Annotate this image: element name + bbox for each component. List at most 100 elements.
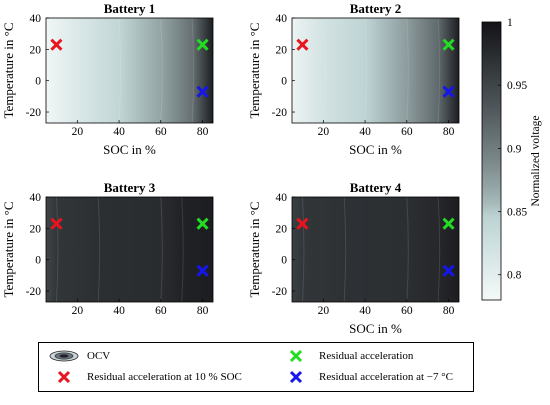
x-axis-label: SOC in % <box>103 142 156 157</box>
x-tick-label: 80 <box>197 305 209 317</box>
contour-line <box>322 17 326 124</box>
contour-line <box>97 196 101 303</box>
y-tick-label: -20 <box>272 286 288 298</box>
heatmap-fill <box>292 18 459 123</box>
legend-label-residual: Residual acceleration <box>319 350 414 362</box>
blue-cross-icon <box>281 370 311 384</box>
contour-line <box>181 196 184 303</box>
marker-temp <box>196 85 209 98</box>
legend-label-temp: Residual acceleration at −7 °C <box>319 371 453 383</box>
legend-item-temp: Residual acceleration at −7 °C <box>281 370 453 384</box>
y-tick-label: 20 <box>276 223 288 235</box>
x-tick-label: 40 <box>359 305 371 317</box>
contour-line <box>343 196 347 303</box>
y-tick-label: -20 <box>26 286 42 298</box>
green-cross-icon <box>281 349 311 363</box>
panel-title: Battery 2 <box>350 1 402 16</box>
x-tick-label: 20 <box>72 305 84 317</box>
marker-soc10 <box>50 38 63 51</box>
x-tick-label: 60 <box>401 305 413 317</box>
contour-line <box>160 17 163 124</box>
x-tick-label: 40 <box>113 305 125 317</box>
y-tick-label: 0 <box>281 76 287 88</box>
legend-item-ocv: OCV <box>49 349 110 363</box>
x-tick-label: 80 <box>197 126 209 138</box>
x-tick-label: 40 <box>359 126 371 138</box>
contour-line <box>76 17 80 124</box>
contour-line <box>437 196 441 303</box>
y-tick-label: -20 <box>26 107 42 119</box>
axes-frame <box>291 17 460 124</box>
y-tick-label: 20 <box>30 44 42 56</box>
y-axis-label: Temperature in °C <box>247 202 262 298</box>
heatmap-panel-3: 20 40 60 80 40 20 0 -20 Battery 3 Temperature in … <box>1 180 214 317</box>
legend-item-soc10: Residual acceleration at 10 % SOC <box>49 370 242 384</box>
y-tick-label: 0 <box>281 255 287 267</box>
red-cross-icon <box>49 370 79 384</box>
y-tick-label: 0 <box>35 255 41 267</box>
legend: OCV Residual acceleration at 10 % SOC Re… <box>38 342 474 392</box>
x-axis-label: SOC in % <box>349 142 402 157</box>
x-tick-label: 40 <box>113 126 125 138</box>
colorbar-tick-label: 0.95 <box>507 80 527 92</box>
panel-title: Battery 3 <box>104 180 156 195</box>
axes-frame <box>291 196 460 303</box>
x-tick-label: 80 <box>443 305 455 317</box>
heatmap-panel-1: 20 40 60 80 40 20 0 -20 Battery 1 SOC in % Tempera… <box>1 1 214 157</box>
marker-residual <box>196 217 209 230</box>
contour-line <box>55 196 59 303</box>
heatmap-panel-2: 20 40 60 80 40 20 0 -20 Battery 2 SOC in % Tempera… <box>247 1 460 157</box>
heatmap-fill <box>292 197 459 302</box>
y-tick-label: 40 <box>276 13 288 25</box>
contour-line <box>406 17 409 124</box>
x-tick-label: 60 <box>155 126 167 138</box>
y-tick-label: 40 <box>30 192 42 204</box>
colorbar-gradient <box>481 21 502 301</box>
contour-line <box>160 196 163 303</box>
colorbar-tick-label: 0.8 <box>507 270 522 282</box>
y-axis-label: Temperature in °C <box>1 202 16 298</box>
heatmap-fill <box>46 18 213 123</box>
x-tick-label: 80 <box>443 126 455 138</box>
legend-item-residual: Residual acceleration <box>281 349 413 363</box>
contour-line <box>118 17 122 124</box>
colorbar-tick-label: 0.85 <box>507 207 527 219</box>
colorbar: 0.8 0.85 0.9 0.95 1 Normalized voltage <box>481 17 542 301</box>
x-tick-label: 20 <box>72 126 84 138</box>
panel-title: Battery 1 <box>104 1 156 16</box>
x-axis-label: SOC in % <box>349 321 402 336</box>
x-tick-label: 20 <box>318 126 330 138</box>
y-tick-label: -20 <box>272 107 288 119</box>
x-tick-label: 60 <box>401 126 413 138</box>
panel-title: Battery 4 <box>350 180 402 195</box>
heatmap-panel-4: 20 40 60 80 40 20 0 -20 Battery 4 SOC in % Tempera… <box>247 180 460 336</box>
marker-temp <box>442 85 455 98</box>
x-tick-label: 60 <box>155 305 167 317</box>
x-tick-label: 20 <box>318 305 330 317</box>
y-tick-label: 40 <box>30 13 42 25</box>
axes-frame <box>45 17 214 124</box>
contour-line <box>191 17 195 124</box>
marker-temp <box>196 264 209 277</box>
y-tick-label: 0 <box>35 76 41 88</box>
colorbar-label: Normalized voltage <box>530 115 542 206</box>
legend-label-soc10: Residual acceleration at 10 % SOC <box>87 371 242 383</box>
marker-soc10 <box>296 38 309 51</box>
y-axis-label: Temperature in °C <box>247 23 262 119</box>
marker-residual <box>196 38 209 51</box>
marker-soc10 <box>296 217 309 230</box>
y-axis-label: Temperature in °C <box>1 23 16 119</box>
contour-line <box>364 17 368 124</box>
contour-line <box>406 196 409 303</box>
ocv-contour-icon <box>49 349 79 363</box>
contour-line <box>301 196 305 303</box>
marker-soc10 <box>50 217 63 230</box>
contour-line <box>437 17 441 124</box>
colorbar-tick-label: 1 <box>507 17 513 29</box>
axes-frame <box>45 196 214 303</box>
colorbar-tick-label: 0.9 <box>507 143 522 155</box>
marker-temp <box>442 264 455 277</box>
marker-residual <box>442 38 455 51</box>
marker-residual <box>442 217 455 230</box>
